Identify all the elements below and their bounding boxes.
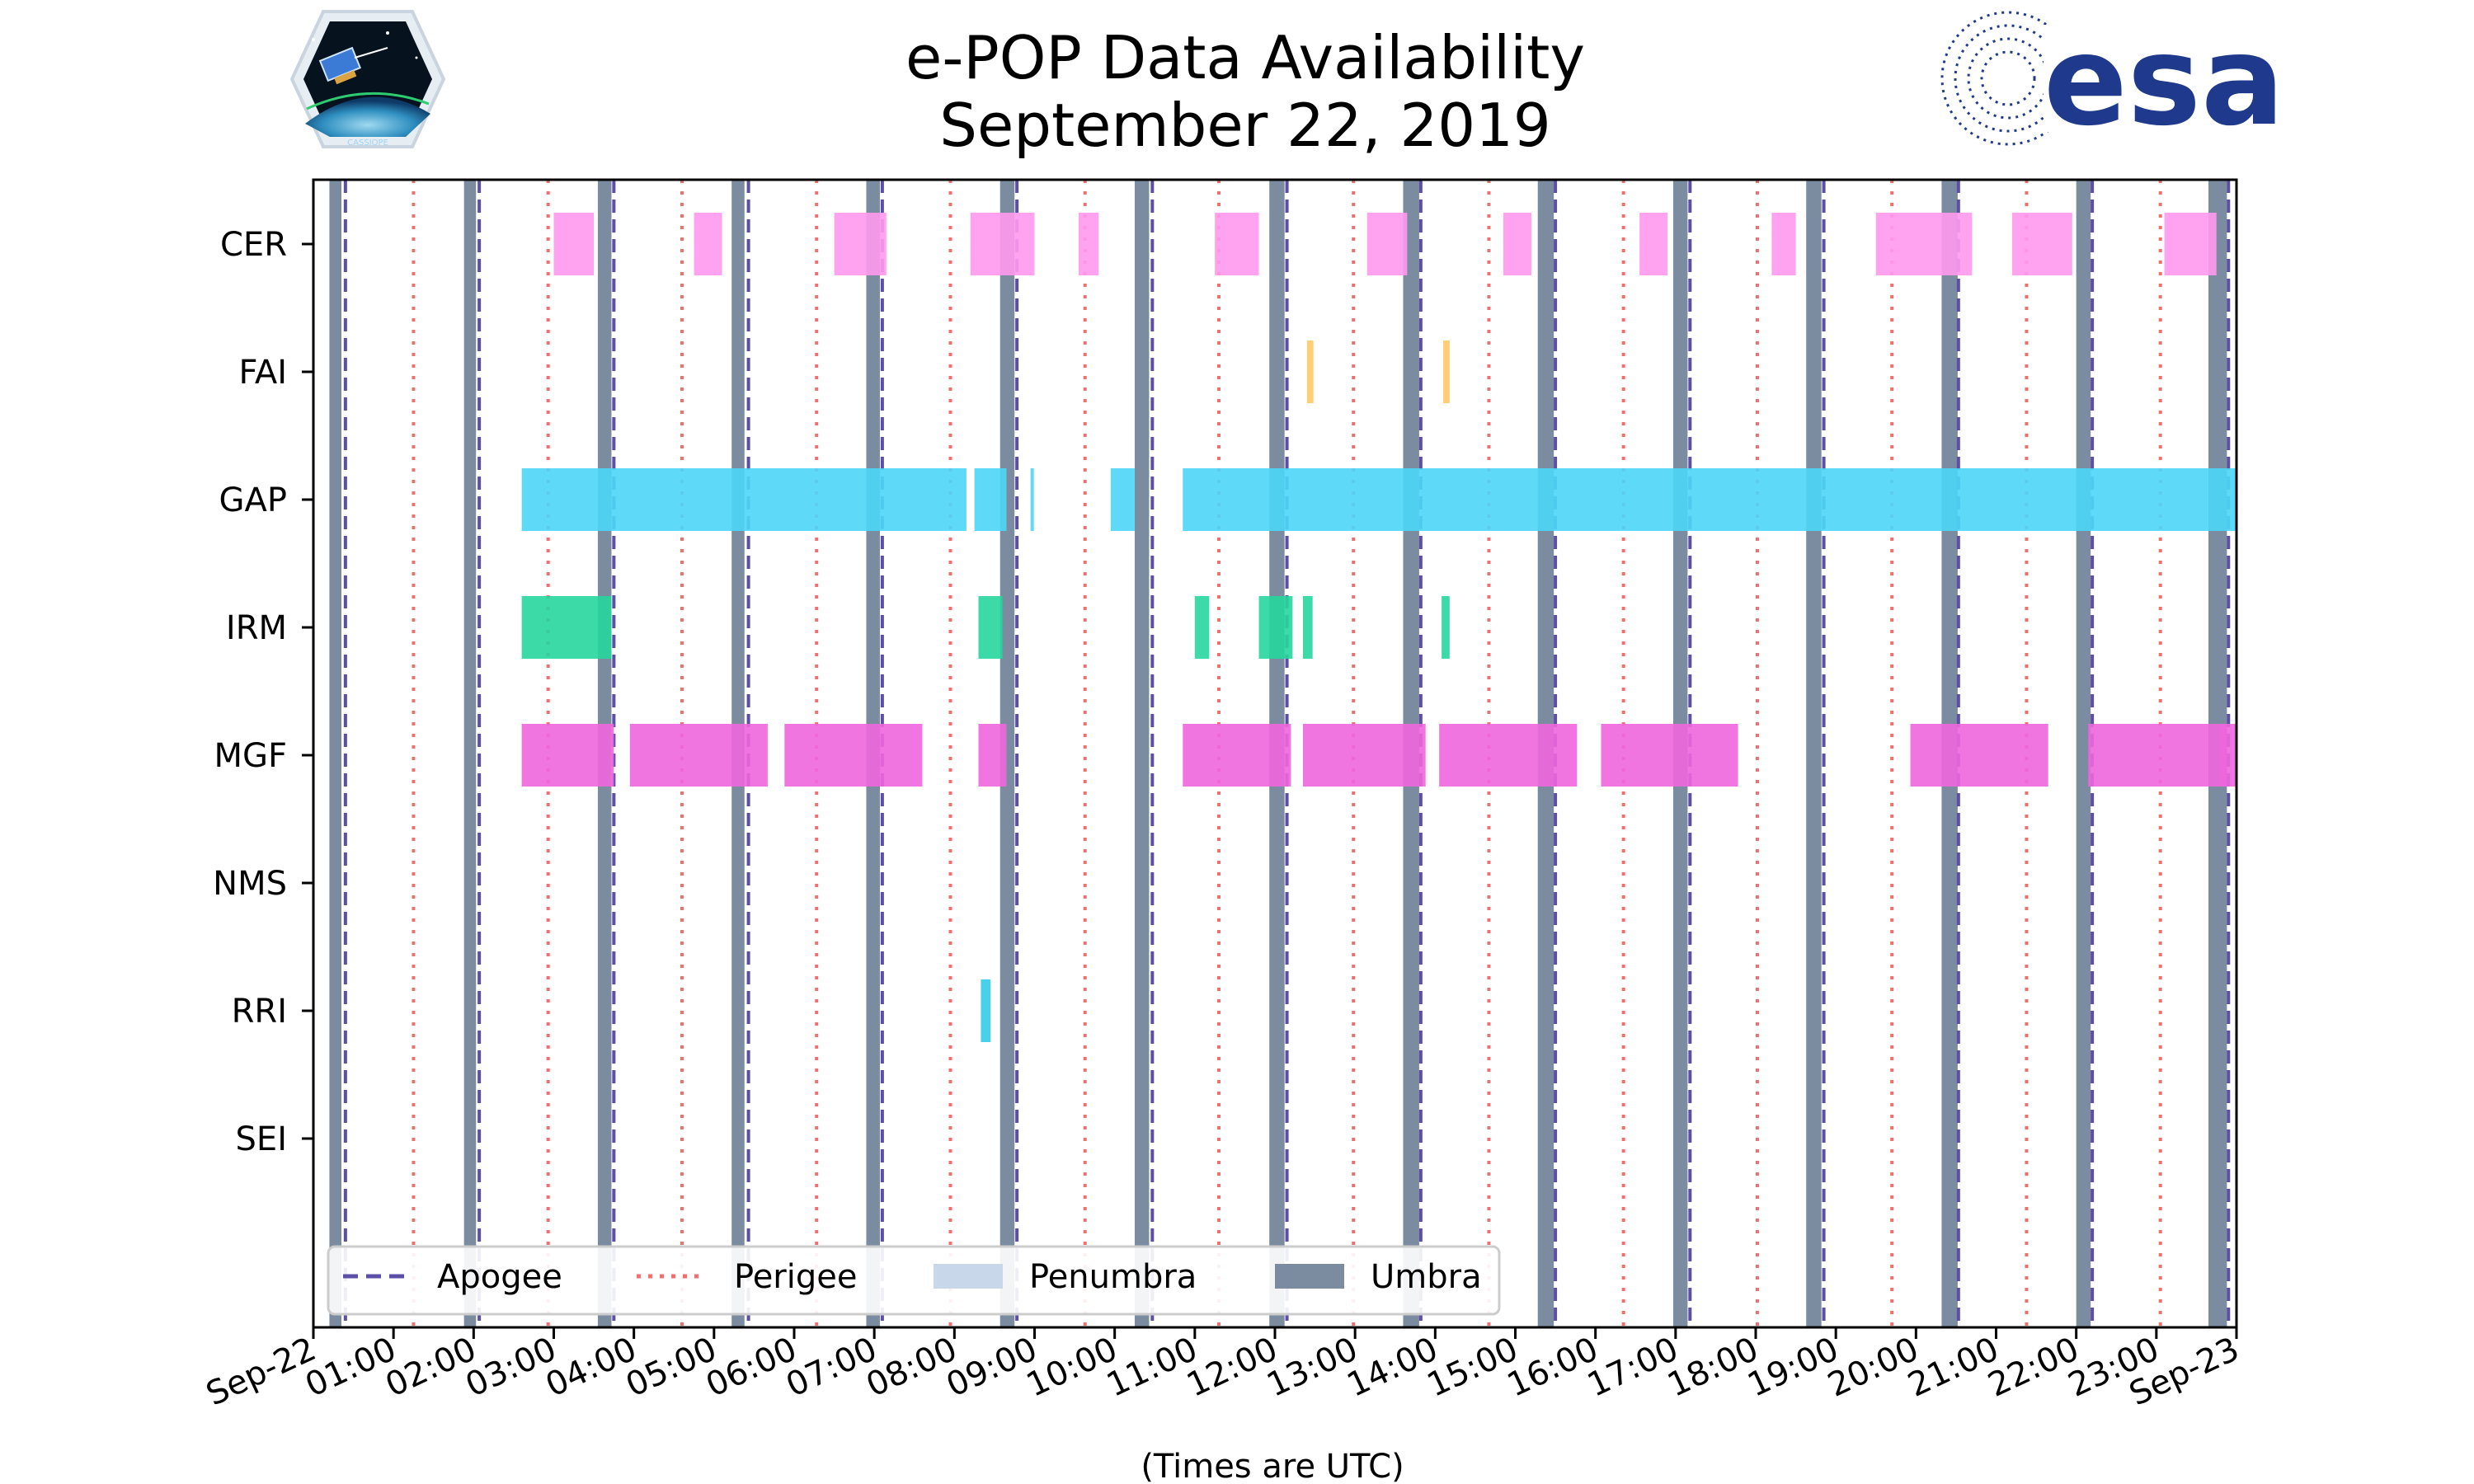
bar-irm: [1303, 596, 1313, 659]
umbra-band: [463, 180, 477, 1327]
umbra-bands: [329, 180, 2227, 1327]
umbra-band: [2076, 180, 2091, 1327]
bar-fai: [1306, 340, 1314, 403]
bar-fai: [1443, 340, 1450, 403]
umbra-band: [999, 180, 1015, 1327]
legend-penumbra-swatch: [934, 1264, 1003, 1289]
legend: Apogee Perigee Penumbra Umbra: [327, 1245, 1501, 1316]
bar-cer: [1639, 213, 1668, 275]
bar-irm: [521, 596, 612, 659]
bar-irm: [1258, 596, 1293, 659]
y-tick-label: RRI: [232, 993, 287, 1031]
bar-cer: [1875, 213, 1973, 275]
bar-gap: [974, 468, 1007, 531]
bar-irm: [1194, 596, 1210, 659]
bar-gap: [1030, 468, 1034, 531]
bar-mgf: [978, 724, 1007, 787]
bar-cer: [970, 213, 1035, 275]
svg-text:esa: esa: [2044, 10, 2284, 153]
bar-gap: [1183, 468, 2236, 531]
chart-title: e-POP Data Availability: [905, 23, 1585, 92]
x-axis-label: (Times are UTC): [1141, 1448, 1404, 1484]
bar-cer: [694, 213, 722, 275]
legend-umbra-label: Umbra: [1371, 1258, 1482, 1296]
y-tick-label: CER: [220, 226, 287, 264]
umbra-band: [1806, 180, 1822, 1327]
bar-cer: [1366, 213, 1408, 275]
bar-irm: [978, 596, 1003, 659]
bar-mgf: [1303, 724, 1426, 787]
umbra-band: [1134, 180, 1150, 1327]
bar-cer: [2164, 213, 2217, 275]
bar-rri: [981, 979, 991, 1042]
bar-mgf: [1439, 724, 1578, 787]
cassiope-logo: CASSIOPE: [289, 10, 446, 148]
svg-text:CASSIOPE: CASSIOPE: [347, 139, 388, 148]
bar-gap: [521, 468, 967, 531]
bar-mgf: [1183, 724, 1291, 787]
bar-mgf: [2220, 724, 2236, 787]
chart-subtitle: September 22, 2019: [939, 91, 1551, 160]
y-tick-label: NMS: [213, 865, 287, 903]
data-bars: [521, 213, 2236, 1042]
y-tick-label: GAP: [219, 481, 287, 519]
umbra-band: [329, 180, 342, 1327]
legend-apogee-label: Apogee: [437, 1258, 562, 1296]
bar-cer: [1503, 213, 1531, 275]
bar-mgf: [1601, 724, 1738, 787]
bar-gap: [1110, 468, 1135, 531]
bar-mgf: [629, 724, 768, 787]
bar-cer: [1771, 213, 1796, 275]
bar-mgf: [1910, 724, 2048, 787]
y-tick-label: MGF: [214, 737, 287, 775]
bar-cer: [553, 213, 595, 275]
bar-cer: [834, 213, 887, 275]
bar-mgf: [521, 724, 614, 787]
legend-perigee-label: Perigee: [734, 1258, 857, 1296]
bar-mgf: [2088, 724, 2227, 787]
bar-cer: [2011, 213, 2072, 275]
legend-penumbra-label: Penumbra: [1029, 1258, 1197, 1296]
y-tick-label: IRM: [226, 609, 287, 647]
bar-irm: [1442, 596, 1450, 659]
x-axis: Sep-2201:0002:0003:0004:0005:0006:0007:0…: [200, 1327, 2245, 1414]
y-axis: CER FAI GAP IRM MGF NMS RRI SEI: [213, 226, 313, 1158]
bar-cer: [1215, 213, 1259, 275]
plot-area: CER FAI GAP IRM MGF NMS RRI SEI Sep-2201:0002:0…: [200, 178, 2245, 1414]
esa-logo: esa: [1940, 10, 2284, 153]
y-tick-label: FAI: [239, 354, 288, 392]
legend-umbra-swatch: [1275, 1264, 1344, 1289]
y-tick-label: SEI: [236, 1120, 287, 1158]
bar-mgf: [784, 724, 923, 787]
bar-cer: [1078, 213, 1099, 275]
